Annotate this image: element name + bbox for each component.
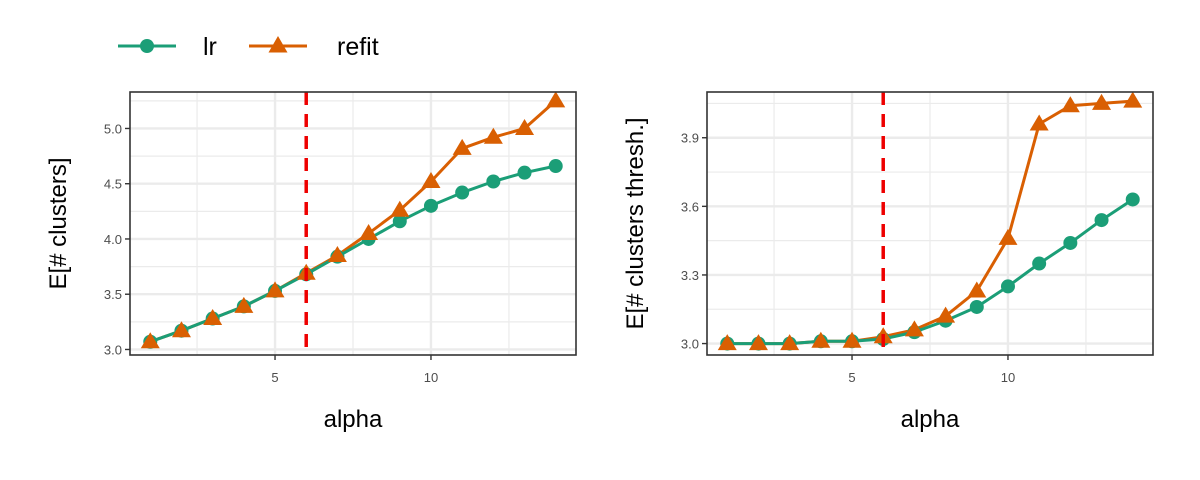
legend-entry-refit: refit: [249, 33, 379, 61]
data-point-refit: [140, 332, 160, 349]
x-tick-label: 5: [271, 370, 278, 385]
data-point-refit: [1029, 114, 1049, 131]
data-point-lr: [1094, 213, 1109, 228]
data-point-refit: [171, 321, 191, 338]
x-axis-title: alpha: [901, 406, 960, 433]
data-point-refit: [1092, 93, 1112, 110]
panel-border: [706, 91, 1154, 356]
y-tick-label: 3.6: [681, 199, 699, 214]
data-point-refit: [515, 118, 535, 135]
legend-marker-lr: [140, 39, 154, 53]
y-tick-label: 3.9: [681, 131, 699, 146]
legend-label-lr: lr: [203, 33, 217, 61]
data-point-refit: [1123, 91, 1143, 108]
x-tick-label: 10: [1001, 370, 1015, 385]
data-point-refit: [904, 320, 924, 337]
data-point-refit: [546, 91, 566, 108]
data-point-lr: [392, 214, 407, 229]
data-point-refit: [998, 228, 1018, 245]
y-tick-label: 3.5: [104, 287, 122, 302]
data-point-lr: [969, 299, 984, 314]
y-tick-label: 3.3: [681, 268, 699, 283]
legend-label-refit: refit: [337, 33, 379, 61]
data-point-lr: [486, 174, 501, 189]
x-axis-title: alpha: [324, 406, 383, 433]
data-point-lr: [1000, 279, 1015, 294]
legend-marker-refit: [268, 36, 288, 53]
data-point-lr: [548, 159, 563, 174]
y-tick-label: 5.0: [104, 121, 122, 136]
data-point-refit: [421, 172, 441, 189]
data-point-refit: [811, 331, 831, 348]
data-point-refit: [936, 306, 956, 323]
data-point-refit: [452, 138, 472, 155]
data-point-refit: [1060, 96, 1080, 113]
data-point-refit: [717, 334, 737, 351]
data-point-refit: [327, 246, 347, 263]
y-axis-title: E[# clusters]: [45, 157, 72, 289]
legend: lr refit: [118, 33, 379, 61]
legend-entry-lr: lr: [118, 33, 217, 61]
data-point-refit: [203, 309, 223, 326]
y-tick-label: 3.0: [104, 342, 122, 357]
panel-right: 5 10 3.0 3.3 3.6 3.9 alpha E[# clusters thresh.…: [622, 91, 1154, 433]
data-point-refit: [265, 281, 285, 298]
y-tick-label: 3.0: [681, 337, 699, 352]
data-point-lr: [1032, 256, 1047, 271]
y-axis-title: E[# clusters thresh.]: [622, 117, 649, 329]
panel-left: 5 10 3.0 3.5 4.0 4.5 5.0 alpha E[# clusters]: [45, 91, 577, 433]
data-point-refit: [748, 334, 768, 351]
x-tick-label: 10: [424, 370, 438, 385]
x-tick-label: 5: [848, 370, 855, 385]
data-point-refit: [234, 296, 254, 313]
data-point-refit: [842, 331, 862, 348]
data-point-refit: [967, 281, 987, 298]
data-point-refit: [359, 223, 379, 240]
data-point-lr: [1063, 235, 1078, 250]
data-point-refit: [780, 334, 800, 351]
data-point-lr: [423, 198, 438, 213]
data-point-refit: [483, 127, 503, 144]
data-point-lr: [455, 185, 470, 200]
data-point-lr: [517, 165, 532, 180]
data-point-lr: [1125, 192, 1140, 207]
y-tick-label: 4.5: [104, 177, 122, 192]
panel-border: [129, 91, 577, 356]
y-tick-label: 4.0: [104, 232, 122, 247]
data-point-refit: [390, 200, 410, 217]
